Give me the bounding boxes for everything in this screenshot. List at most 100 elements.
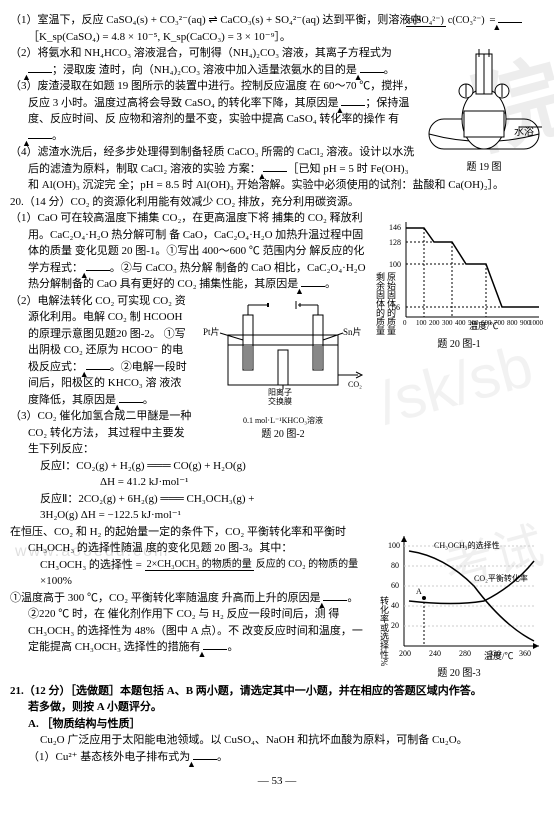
fig20-2-caption: 题 20 图-2 — [198, 427, 368, 442]
svg-text:100: 100 — [389, 260, 401, 269]
q19-frac-den: c(CO₃²⁻) — [446, 15, 487, 26]
q20-1-e2: 。②与 CaCO₃ 热分解 — [110, 262, 213, 274]
svg-text:Pt片: Pt片 — [203, 326, 220, 337]
svg-text:400: 400 — [455, 319, 466, 327]
svg-text:60: 60 — [391, 581, 399, 590]
svg-text:阳离子: 阳离子 — [268, 387, 292, 397]
q20-1-blank2 — [301, 286, 325, 287]
q21-A-intro: Cu₂O 广泛应用于太阳能电池领域。以 CuSO₄、NaOH 和抗坏血酸为原料，… — [40, 732, 544, 749]
svg-text:80: 80 — [391, 561, 399, 570]
svg-text:A: A — [416, 587, 422, 596]
q20-1-g2: 。 — [325, 278, 336, 290]
sel-den: 反应的 CO₂ 的物质的量 — [254, 559, 360, 570]
svg-text:CO₂: CO₂ — [348, 380, 362, 389]
q19-frac-num: c(SO₄²⁻) — [406, 15, 446, 27]
q19-3-a: （3）废渣浸取在如题 19 图所示的装置中进行。控制反应温度 — [10, 80, 307, 92]
svg-text:100: 100 — [416, 319, 427, 327]
q21-A-label: A. ［物质结构与性质］ — [28, 716, 544, 733]
q21-head2: 若多做，则按 A 小题评分。 — [28, 699, 544, 716]
svg-text:CO₂平衡转化率: CO₂平衡转化率 — [474, 573, 528, 583]
q19-2-a: （2）将氨水和 NH₄HCO₃ 溶液混合，可制得（NH₄)₂CO₃ 溶液，其离子… — [10, 47, 392, 59]
q20-3-k: 选择性的措施有 — [124, 641, 204, 653]
q20-1-blank1 — [86, 270, 110, 271]
q20-3-g: 升高而上升的原因是 — [222, 592, 324, 604]
q20-1-a: （1）CaO 可在较高温度下捕集 CO₂，在更高温度下将 — [10, 212, 269, 224]
svg-text:1000: 1000 — [529, 319, 544, 327]
svg-text:500: 500 — [468, 319, 479, 327]
q21-1-tail: 。 — [217, 751, 228, 763]
q19-3-c: 的转化率下降，其原因是 — [218, 97, 342, 109]
figure-20-3: 转化率或选择性% 温度/℃ 1008060 4020 200240280 320… — [374, 526, 544, 681]
q19-4-blank — [263, 171, 287, 172]
fig20-3-caption: 题 20 图-3 — [374, 666, 544, 681]
fig19-water-label: 水浴 — [514, 127, 534, 138]
svg-text:CH₃OCH₃的选择性: CH₃OCH₃的选择性 — [434, 540, 500, 550]
r1-eq: 反应Ⅰ：CO₂(g) + H₂(g) ═══ CO(g) + H₂O(g) — [40, 460, 246, 472]
q20-2-blank2 — [119, 402, 143, 403]
svg-text:600: 600 — [481, 319, 492, 327]
q20-3-k2: 。 — [227, 641, 238, 653]
fig20-2-solution: 0.1 mol·L⁻¹KHCO₃溶液 — [198, 415, 368, 427]
q20-3-h: 催化剂作用下 CO₂ 与 H₂ 反应一段时间后，测 — [108, 608, 326, 620]
q20-3-blank2 — [203, 649, 227, 650]
q19-1-tail: ［K_sp(CaSO₄) = 4.8 × 10⁻⁵, K_sp(CaCO₃) =… — [28, 31, 291, 43]
svg-text:100: 100 — [388, 541, 400, 550]
q20-1-g: 具有更好的 CO₂ 捕集性能，其原因是 — [120, 278, 301, 290]
svg-text:128: 128 — [389, 238, 401, 247]
q19-4-d: 全；pH = 8.5 时 Al(OH)₃ 开始溶解。实验中必须使用的试剂：盐酸和… — [118, 179, 504, 191]
q19-3-d: 应物和溶剂的量不变，实验中提高 CaSO₄ 转化率的操作 — [119, 113, 386, 125]
reaction-2: 反应Ⅱ：2CO₂(g) + 6H₂(g) ═══ CH₃OCH₃(g) + 3H… — [40, 491, 544, 524]
svg-text:360: 360 — [519, 649, 531, 658]
page-number: — 53 — — [10, 773, 544, 790]
svg-text:240: 240 — [429, 649, 441, 658]
figure-20-2: Pt片 Sn片 阳离子 交换膜 CO₂ 0.1 mol·L⁻¹KHCO₃溶液 题… — [198, 295, 368, 442]
svg-text:800: 800 — [507, 319, 518, 327]
svg-text:200: 200 — [429, 319, 440, 327]
svg-text:0: 0 — [403, 319, 407, 327]
figure-20-1: 剩余固体的质量 原始固体的质量 温度/℃ 146 128 100 56 0100… — [374, 212, 544, 352]
q19-3-blank2 — [28, 138, 52, 139]
q21-1-blank — [193, 759, 217, 760]
q19-4-a: （4）滤渣水洗后，经多步处理得到制备轻质 CaCO₃ 所需的 CaCl₂ — [10, 146, 324, 158]
q21-1: （1）Cu²⁺ 基态核外电子排布式为 。 — [46, 749, 544, 766]
svg-text:320: 320 — [489, 649, 501, 658]
figure-19: 水浴 题 19 图 — [424, 49, 544, 175]
q19-1: （1）室温下，反应 CaSO₄(s) + CO₃²⁻(aq) ⇌ CaCO₃(s… — [28, 12, 544, 45]
q19-2-d: 。 — [384, 64, 395, 76]
q19-3-f: 。 — [52, 130, 63, 142]
q20-3-c: 在恒压、CO₂ 和 H₂ 的起始量一定的条件下，CO₂ — [10, 526, 244, 538]
svg-text:40: 40 — [391, 601, 399, 610]
q20-3-blank1 — [323, 600, 347, 601]
fig20-1-caption: 题 20 图-1 — [374, 337, 544, 352]
r2-dh: 3H₂O(g) ΔH = −122.5 kJ·mol⁻¹ — [40, 509, 181, 521]
r2-eq: 反应Ⅱ：2CO₂(g) + 6H₂(g) ═══ CH₃OCH₃(g) + — [40, 493, 255, 505]
q21-head: 21.（12 分）［选做题］本题包括 A、B 两小题，请选定其中一小题，并在相应… — [10, 683, 544, 700]
svg-text:剩余固体的质量: 剩余固体的质量 — [375, 271, 385, 335]
svg-text:56: 56 — [392, 303, 400, 312]
svg-text:300: 300 — [442, 319, 453, 327]
r1-dh: ΔH = 41.2 kJ·mol⁻¹ — [100, 476, 188, 488]
q19-2-blank2 — [360, 72, 384, 73]
svg-text:Sn片: Sn片 — [343, 326, 362, 337]
q19-1-text-a: （1）室温下，反应 CaSO₄(s) + CO₃²⁻(aq) ⇌ CaCO₃(s… — [10, 14, 421, 26]
svg-text:200: 200 — [399, 649, 411, 658]
q19-2-b: ；浸取废 — [52, 64, 96, 76]
q20-3-f: ①温度高于 300 ℃，CO₂ 平衡转化率随温度 — [10, 592, 219, 604]
sel-tail: ×100% — [40, 575, 72, 587]
q20-1-d: 变化见题 20 图-1。①写出 400～600 ℃ 范围内分 — [75, 245, 307, 257]
fig19-caption: 题 19 图 — [424, 160, 544, 175]
svg-text:700: 700 — [494, 319, 505, 327]
q19-1-blank — [498, 22, 522, 23]
q20-2-e2: 。 — [143, 394, 154, 406]
svg-text:280: 280 — [459, 649, 471, 658]
q19-2-c: 渣时，向（NH₄)₂CO₃ 溶液中加入适量浓氨水的目的是 — [99, 64, 360, 76]
q21-1-text: （1）Cu²⁺ 基态核外电子排布式为 — [28, 751, 193, 763]
reaction-1: 反应Ⅰ：CO₂(g) + H₂(g) ═══ CO(g) + H₂O(g) ΔH… — [40, 458, 544, 491]
q20-2-blank1 — [86, 369, 110, 370]
svg-text:转化率或选择性%: 转化率或选择性% — [379, 594, 389, 665]
q20-head: 20.（14 分）CO₂ 的资源化利用能有效减少 CO₂ 排放，充分利用碳资源。 — [10, 194, 544, 211]
q19-3-e: 有 — [388, 113, 399, 125]
svg-text:146: 146 — [389, 223, 401, 232]
svg-text:20: 20 — [391, 621, 399, 630]
svg-text:交换膜: 交换膜 — [268, 396, 292, 406]
